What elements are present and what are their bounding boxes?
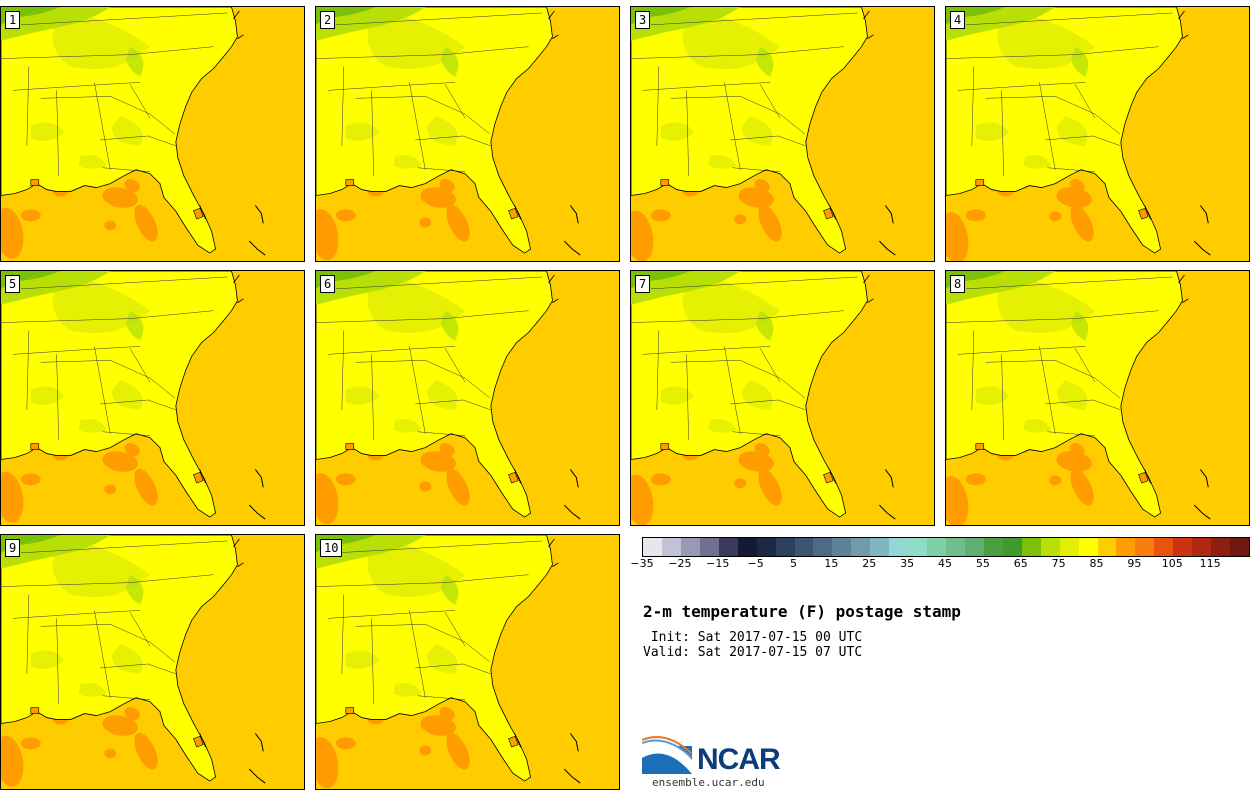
colorbar-swatch xyxy=(832,538,852,556)
ensemble-url: ensemble.ucar.edu xyxy=(652,776,765,789)
colorbar-tick-label: −5 xyxy=(747,557,764,570)
forecast-map-panel: 5 xyxy=(0,270,305,526)
ensemble-member-label: 10 xyxy=(320,539,343,557)
ensemble-member-label: 2 xyxy=(320,11,336,29)
colorbar-swatch xyxy=(737,538,757,556)
ensemble-member-label: 3 xyxy=(635,11,651,29)
map-canvas xyxy=(946,7,1249,261)
forecast-map-panel: 3 xyxy=(630,6,935,262)
map-canvas xyxy=(1,7,304,261)
colorbar-swatch xyxy=(1230,538,1249,556)
colorbar-tick-label: −15 xyxy=(706,557,730,570)
colorbar-tick-label: 105 xyxy=(1161,557,1183,570)
map-canvas xyxy=(316,271,619,525)
ensemble-member-label: 7 xyxy=(635,275,651,293)
ncar-logo-text: NCAR xyxy=(697,743,781,776)
colorbar-swatch xyxy=(1059,538,1079,556)
forecast-map-panel: 9 xyxy=(0,534,305,790)
map-canvas xyxy=(631,271,934,525)
colorbar-swatch xyxy=(1154,538,1174,556)
init-time: Init: Sat 2017-07-15 00 UTC xyxy=(643,630,863,645)
map-canvas xyxy=(316,535,619,789)
ensemble-member-label: 9 xyxy=(5,539,21,557)
colorbar-swatch xyxy=(756,538,776,556)
ncar-logo-icon xyxy=(642,736,693,774)
forecast-map-panel: 7 xyxy=(630,270,935,526)
map-canvas xyxy=(1,535,304,789)
colorbar-swatch xyxy=(1097,538,1117,556)
colorbar-swatch xyxy=(870,538,890,556)
colorbar-swatch xyxy=(661,538,681,556)
colorbar-swatch xyxy=(927,538,946,556)
colorbar-swatch xyxy=(643,538,662,556)
colorbar-swatch xyxy=(1173,538,1193,556)
map-canvas xyxy=(316,7,619,261)
colorbar-swatch xyxy=(794,538,814,556)
colorbar-tick-label: 15 xyxy=(824,557,839,570)
forecast-map-panel: 6 xyxy=(315,270,620,526)
forecast-map-panel: 10 xyxy=(315,534,620,790)
colorbar-swatch xyxy=(699,538,719,556)
colorbar-swatch xyxy=(964,538,984,556)
ensemble-member-label: 4 xyxy=(950,11,966,29)
ensemble-member-label: 8 xyxy=(950,275,966,293)
colorbar-swatch xyxy=(1135,538,1155,556)
colorbar-tick-label: 5 xyxy=(790,557,797,570)
map-canvas xyxy=(631,7,934,261)
colorbar-tick-label: 65 xyxy=(1013,557,1028,570)
forecast-map-panel: 8 xyxy=(945,270,1250,526)
forecast-map-panel: 2 xyxy=(315,6,620,262)
colorbar-swatch xyxy=(946,538,965,556)
colorbar-swatch xyxy=(1116,538,1136,556)
colorbar-tick-label: 45 xyxy=(938,557,952,570)
colorbar-tick-label: 25 xyxy=(862,557,877,570)
colorbar-swatch xyxy=(1192,538,1212,556)
colorbar-swatch xyxy=(1040,538,1060,556)
ensemble-member-label: 5 xyxy=(5,275,21,293)
colorbar-swatch xyxy=(1021,538,1041,556)
colorbar-swatch xyxy=(1078,538,1098,556)
map-canvas xyxy=(1,271,304,525)
forecast-map-panel: 4 xyxy=(945,6,1250,262)
colorbar-tick-label: 85 xyxy=(1089,557,1104,570)
colorbar-swatch xyxy=(718,538,738,556)
colorbar-swatch xyxy=(1002,538,1022,556)
colorbar-swatch xyxy=(851,538,871,556)
colorbar-tick-label: −25 xyxy=(668,557,692,570)
colorbar-swatch xyxy=(1211,538,1231,556)
temperature-colorbar xyxy=(642,537,1250,557)
plot-title: 2-m temperature (F) postage stamp xyxy=(643,602,961,621)
colorbar-swatch xyxy=(680,538,700,556)
colorbar-tick-label: 95 xyxy=(1127,557,1142,570)
colorbar-tick-label: 55 xyxy=(975,557,990,570)
colorbar-swatch xyxy=(775,538,795,556)
colorbar-swatch xyxy=(908,538,928,556)
colorbar-tick-label: 35 xyxy=(900,557,915,570)
colorbar-tick-label: 75 xyxy=(1051,557,1066,570)
ensemble-member-label: 6 xyxy=(320,275,336,293)
colorbar-swatch xyxy=(889,538,909,556)
ensemble-member-label: 1 xyxy=(5,11,21,29)
forecast-map-panel: 1 xyxy=(0,6,305,262)
colorbar-tick-label: −35 xyxy=(630,557,654,570)
map-canvas xyxy=(946,271,1249,525)
colorbar-tick-labels: −35 −25 −15 −5 5 15 25 35 45 55 65 75 85 95 105 115 xyxy=(630,557,1248,573)
valid-time: Valid: Sat 2017-07-15 07 UTC xyxy=(643,645,863,660)
colorbar-swatch xyxy=(983,538,1003,556)
colorbar-tick-label: 115 xyxy=(1199,557,1221,570)
colorbar-swatch xyxy=(813,538,833,556)
